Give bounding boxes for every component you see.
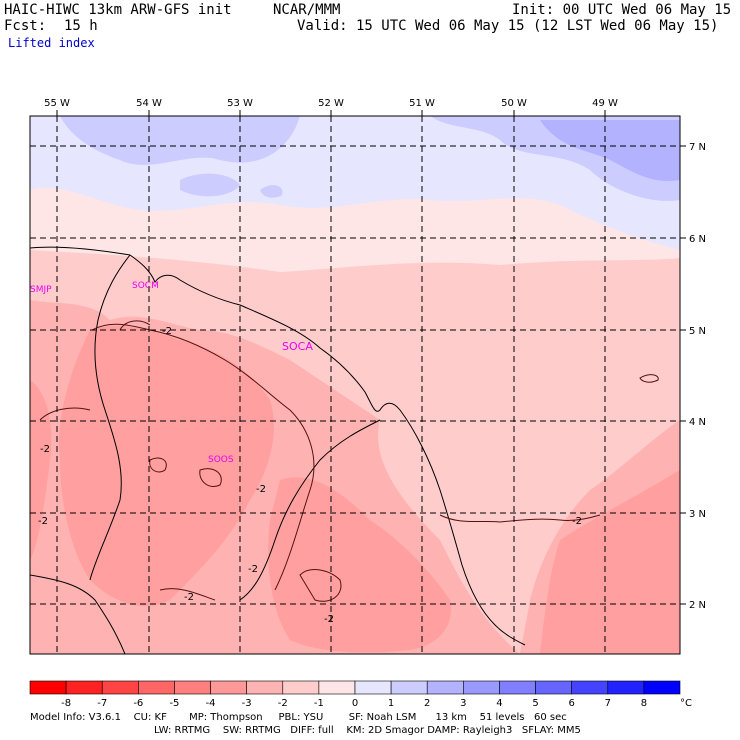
colorbar-tick-label: 2 [424,698,430,709]
contour-label: -2 [324,614,334,625]
colorbar-swatch [318,680,356,695]
colorbar-ticks: -8 -7 -6 -5 -4 -3 -2 -1 0 1 2 3 4 5 6 7 8 [61,698,647,709]
colorbar-tick-label: -6 [133,698,143,709]
colorbar-tick-label: -4 [206,698,216,709]
colorbar-swatch [607,680,645,695]
colorbar-swatch [101,680,139,695]
station-label-smjp: SMJP [30,285,52,295]
forecast-hours: 15 h [64,18,98,34]
lon-label-50w: 50 W [501,98,527,109]
colorbar-tick-label: 0 [352,698,358,709]
colorbar-swatch [426,680,464,695]
colorbar-tick-label: 6 [568,698,574,709]
colorbar-swatch [571,680,609,695]
contour-label: -2 [572,516,582,527]
contour-lines [39,320,659,602]
colorbar-swatch [210,680,247,695]
lat-label-3n: 3 N [689,509,706,520]
colorbar-tick-label: 5 [532,698,538,709]
lon-label-55w: 55 W [44,98,70,109]
colorbar-swatch [138,680,175,695]
colorbar-unit: °C [680,698,692,709]
colorbar-swatch [354,680,392,695]
colorbar-tick-label: 4 [496,698,502,709]
colorbar-swatch [246,680,284,695]
contour-label: -2 [40,444,50,455]
contour-label: -2 [38,516,48,527]
colorbar-tick-label: -3 [242,698,252,709]
lon-label-53w: 53 W [227,98,253,109]
colorbar-swatch [499,680,536,695]
lat-label-2n: 2 N [689,600,706,611]
colorbar-swatch [282,680,320,695]
colorbar-tick-label: 1 [388,698,394,709]
lon-label-52w: 52 W [318,98,344,109]
lat-label-6n: 6 N [689,234,706,245]
contour-label: -2 [162,326,172,337]
lon-label-49w: 49 W [592,98,618,109]
lat-lon-grid [30,116,680,654]
colorbar-swatch [643,680,681,695]
colorbar-tick-label: -8 [61,698,71,709]
colorbar-tick-label: 3 [460,698,466,709]
colorbar-tick-label: 8 [641,698,647,709]
map-frame [29,115,681,655]
model-title: HAIC-HIWC 13km ARW-GFS init [4,2,232,18]
station-label-soos: SOOS [208,455,234,465]
lat-label-4n: 4 N [689,417,706,428]
colorbar-swatch [390,680,428,695]
colorbar-swatch [463,680,500,695]
lat-label-5n: 5 N [689,326,706,337]
colorbar-swatch [174,680,211,695]
colorbar-swatch [65,680,103,695]
colorbar-swatch [29,680,67,695]
valid-time: Valid: 15 UTC Wed 06 May 15 (12 LST Wed … [297,18,719,34]
footer-physics-info: LW: RRTMG SW: RRTMG DIFF: full KM: 2D Sm… [154,725,581,736]
tick-marks [56,110,686,605]
colorbar-tick-label: 7 [605,698,611,709]
colorbar-tick-label: -1 [314,698,324,709]
map-fill [30,116,680,654]
lat-label-7n: 7 N [689,142,706,153]
colorbar-tick-label: -2 [278,698,288,709]
field-name: Lifted index [8,36,95,50]
lon-label-54w: 54 W [136,98,162,109]
footer-model-info: Model Info: V3.6.1 CU: KF MP: Thompson P… [30,712,567,723]
colorbar-tick-label: -7 [97,698,107,709]
contour-label: -2 [256,484,266,495]
station-label-soca: SOCA [282,340,313,353]
colorbar-swatch [535,680,572,695]
init-time: Init: 00 UTC Wed 06 May 15 [512,2,732,18]
colorbar [29,680,681,695]
center-name: NCAR/MMM [273,2,341,18]
lon-label-51w: 51 W [409,98,435,109]
contour-label: -2 [184,592,194,603]
colorbar-tick-label: -5 [169,698,179,709]
station-label-socm: SOCM [132,281,159,291]
forecast-label: Fcst: [4,18,47,34]
contour-label: -2 [248,564,258,575]
coastline [30,246,526,654]
